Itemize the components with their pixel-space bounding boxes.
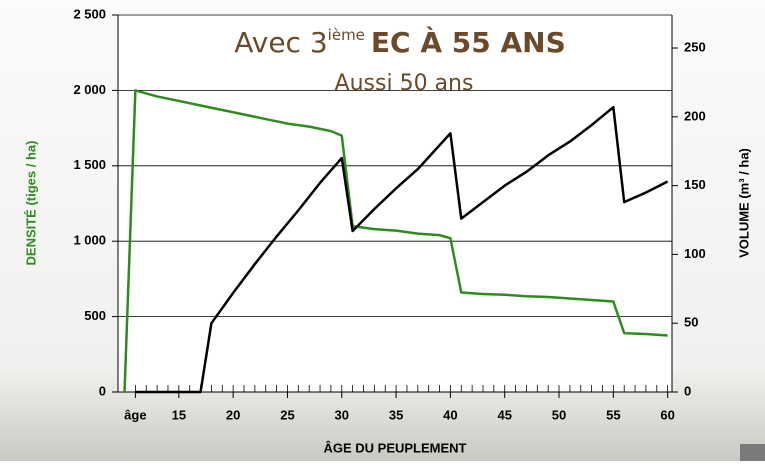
x-tick-label: 35 xyxy=(389,407,403,422)
y2-tick-label: 200 xyxy=(684,108,706,123)
title-emphasis: EC À 55 ANS xyxy=(371,25,566,59)
y-tick-label: 0 xyxy=(99,383,106,398)
x-tick-label: 60 xyxy=(660,407,674,422)
y-tick-label: 1 000 xyxy=(73,233,106,248)
y2-tick-label: 150 xyxy=(684,177,706,192)
x-tick-label: 50 xyxy=(552,407,566,422)
x-axis-label: ÂGE DU PEUPLEMENT xyxy=(323,440,466,455)
y2-axis-label: VOLUME (m³ / ha) xyxy=(736,148,751,258)
y-tick-label: 2 000 xyxy=(73,82,106,97)
x-tick-label: 15 xyxy=(172,407,186,422)
corner-decoration xyxy=(740,444,765,461)
y2-tick-label: 100 xyxy=(684,246,706,261)
page: {"chart_data": { "type": "line", "title"… xyxy=(0,0,765,461)
chart-title: Avec 3ième EC À 55 ANS xyxy=(234,25,566,59)
x-tick-label: 25 xyxy=(280,407,294,422)
x-tick-label: 20 xyxy=(226,407,240,422)
x-tick-label: âge xyxy=(124,407,146,422)
chart-subtitle: Aussi 50 ans xyxy=(335,71,474,96)
y2-tick-label: 0 xyxy=(684,383,691,398)
x-tick-label: 30 xyxy=(335,407,349,422)
y2-tick-label: 250 xyxy=(684,39,706,54)
y2-tick-label: 50 xyxy=(684,315,698,330)
x-tick-label: 45 xyxy=(497,407,511,422)
x-tick-label: 40 xyxy=(443,407,457,422)
y-tick-label: 1 500 xyxy=(73,157,106,172)
title-text: Avec 3 xyxy=(234,26,327,59)
x-tick-label: 55 xyxy=(606,407,620,422)
chart: Avec 3ième EC À 55 ANS Aussi 50 ans ÂGE D… xyxy=(0,0,765,461)
y-axis-label: DENSITÉ (tiges / ha) xyxy=(23,141,38,266)
title-superscript: ième xyxy=(328,26,365,44)
y-tick-label: 500 xyxy=(84,308,106,323)
y-tick-label: 2 500 xyxy=(73,6,106,21)
